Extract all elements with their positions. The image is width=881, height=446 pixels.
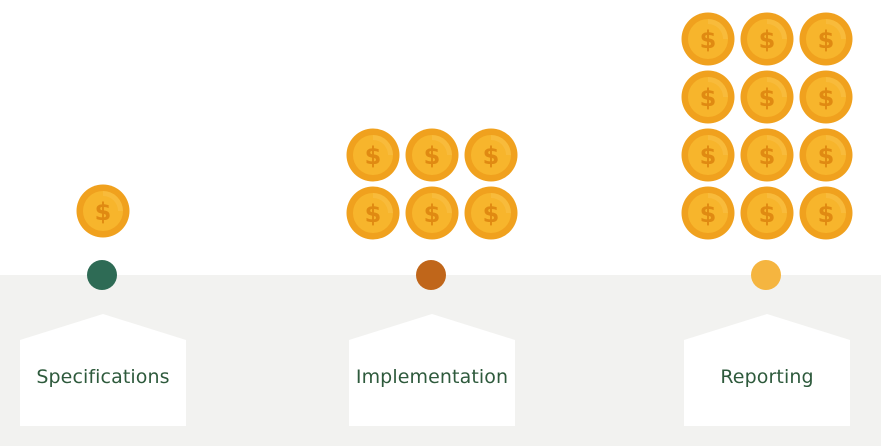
svg-text:$: $ bbox=[818, 200, 835, 228]
svg-text:$: $ bbox=[700, 84, 717, 112]
svg-text:$: $ bbox=[759, 84, 776, 112]
dollar-coin-icon: $ bbox=[681, 70, 735, 124]
dollar-coin-icon: $ bbox=[681, 186, 735, 240]
stage-label-card: Reporting bbox=[684, 314, 850, 426]
dollar-coin-icon: $ bbox=[681, 128, 735, 182]
stage-label: Reporting bbox=[684, 366, 850, 388]
svg-text:$: $ bbox=[759, 142, 776, 170]
dollar-coin-icon: $ bbox=[681, 12, 735, 66]
dollar-coin-icon: $ bbox=[740, 70, 794, 124]
dollar-coin-icon: $ bbox=[799, 70, 853, 124]
dollar-coin-icon: $ bbox=[799, 12, 853, 66]
svg-text:$: $ bbox=[700, 26, 717, 54]
svg-text:$: $ bbox=[759, 200, 776, 228]
svg-text:$: $ bbox=[818, 84, 835, 112]
dollar-coin-icon: $ bbox=[740, 128, 794, 182]
svg-text:$: $ bbox=[818, 142, 835, 170]
svg-text:$: $ bbox=[759, 26, 776, 54]
svg-text:$: $ bbox=[818, 26, 835, 54]
stage-marker-dot bbox=[751, 260, 781, 290]
dollar-coin-icon: $ bbox=[740, 186, 794, 240]
dollar-coin-icon: $ bbox=[740, 12, 794, 66]
dollar-coin-icon: $ bbox=[799, 186, 853, 240]
svg-text:$: $ bbox=[700, 200, 717, 228]
svg-text:$: $ bbox=[700, 142, 717, 170]
dollar-coin-icon: $ bbox=[799, 128, 853, 182]
